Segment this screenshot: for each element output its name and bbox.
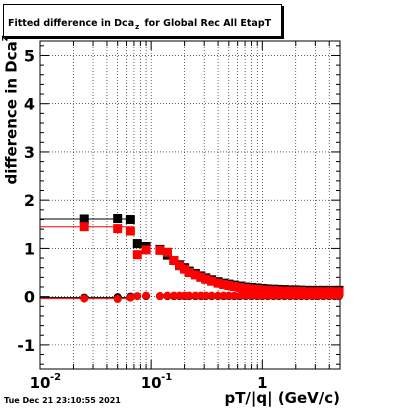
data-point <box>296 287 306 297</box>
x-tick-label-exponent: -1 <box>161 372 172 383</box>
data-point <box>191 291 200 300</box>
data-point <box>207 291 216 300</box>
y-tick-label: 5 <box>24 46 35 65</box>
data-point <box>291 291 300 300</box>
data-point <box>125 214 135 224</box>
data-point <box>113 295 122 304</box>
data-point <box>297 291 306 300</box>
data-point <box>190 270 200 280</box>
chart-title: Fitted difference in Dcaz for Global Rec… <box>8 18 271 31</box>
x-tick-label: 10 <box>141 374 162 392</box>
y-tick-label: -1 <box>17 336 35 355</box>
data-point <box>257 285 267 295</box>
chart-title-subscript: z <box>135 23 140 31</box>
data-point <box>285 286 295 296</box>
x-axis-label: pT/|q| (GeV/c) <box>224 389 340 407</box>
data-point <box>279 286 289 296</box>
data-point <box>163 291 172 300</box>
data-point <box>201 274 211 284</box>
data-point <box>132 239 142 249</box>
data-point <box>184 268 194 278</box>
data-point <box>126 293 135 302</box>
data-point <box>258 291 267 300</box>
data-point <box>274 286 284 296</box>
data-point <box>133 292 142 301</box>
data-point <box>113 214 123 224</box>
data-point <box>214 291 223 300</box>
plot-frame <box>39 40 341 370</box>
data-point <box>125 226 135 236</box>
data-point <box>241 283 251 293</box>
data-point <box>313 291 322 300</box>
data-point <box>236 291 245 300</box>
data-point <box>196 272 206 282</box>
data-point <box>155 292 164 301</box>
y-tick-label: 0 <box>24 288 35 307</box>
y-tick-label: 4 <box>24 95 35 114</box>
data-point <box>219 280 229 290</box>
data-point <box>141 245 151 255</box>
data-point <box>169 255 179 265</box>
data-point <box>230 291 239 300</box>
y-axis-label-subscript: z <box>0 35 11 42</box>
data-point <box>286 291 295 300</box>
data-point <box>142 291 151 300</box>
data-point <box>162 247 172 257</box>
data-point <box>247 291 256 300</box>
data-point <box>207 276 217 286</box>
chart-title-rest: for Global Rec All EtapT <box>144 18 272 29</box>
y-tick-label: 1 <box>24 239 35 258</box>
data-point <box>319 291 328 300</box>
data-point <box>79 222 89 232</box>
data-point <box>175 261 185 271</box>
data-point <box>132 250 142 260</box>
data-point <box>247 284 257 294</box>
x-tick-label-exponent: -2 <box>50 372 61 383</box>
data-point <box>185 291 194 300</box>
chart-title-main: Fitted difference in Dca <box>8 18 135 29</box>
data-point <box>274 291 283 300</box>
data-point <box>213 278 223 288</box>
data-point <box>79 214 89 224</box>
data-point <box>280 291 289 300</box>
data-point <box>324 291 333 300</box>
data-point <box>224 281 234 291</box>
y-tick-label: 3 <box>24 143 35 162</box>
data-point <box>308 291 317 300</box>
data-point <box>180 264 190 274</box>
x-tick-label: 10 <box>30 374 51 392</box>
data-point <box>155 245 165 255</box>
data-point <box>235 282 245 292</box>
data-point <box>291 286 301 296</box>
y-axis-label-main: difference in Dca <box>2 41 21 185</box>
data-point <box>201 291 210 300</box>
data-point <box>268 286 278 296</box>
data-point <box>80 294 89 303</box>
data-point <box>335 291 344 300</box>
x-tick-label: 1 <box>257 374 267 392</box>
data-point <box>252 284 262 294</box>
data-point <box>224 291 233 300</box>
data-point <box>302 291 311 300</box>
data-point <box>229 282 239 292</box>
timestamp: Tue Dec 21 23:10:55 2021 <box>4 396 121 405</box>
data-point <box>263 291 272 300</box>
chart-title-box: Fitted difference in Dcaz for Global Rec… <box>3 4 282 37</box>
y-axis-label: difference in Dcaz <box>0 35 21 184</box>
data-point <box>263 285 273 295</box>
data-point <box>169 291 178 300</box>
data-point <box>113 224 123 234</box>
data-point <box>241 291 250 300</box>
y-tick-label: 2 <box>24 191 35 210</box>
